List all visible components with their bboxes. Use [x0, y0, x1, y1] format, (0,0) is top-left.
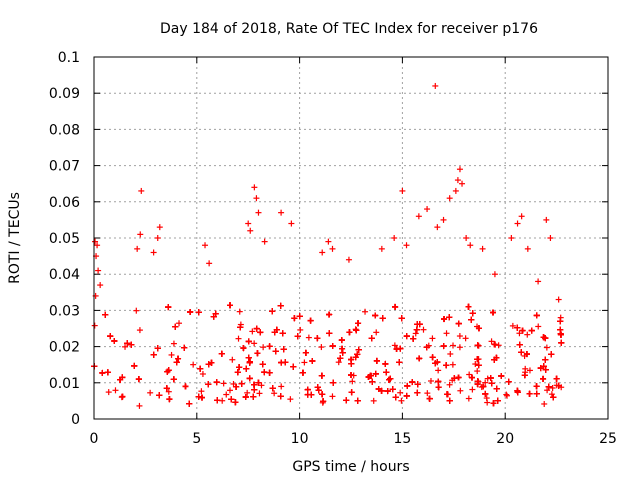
data-point	[509, 322, 516, 329]
data-point	[329, 393, 336, 400]
data-point	[543, 344, 550, 351]
data-point	[251, 340, 258, 347]
data-point	[526, 367, 533, 374]
data-point	[488, 338, 495, 345]
data-point	[260, 344, 267, 351]
data-point	[176, 320, 183, 327]
data-point	[91, 322, 98, 329]
data-series-roti	[91, 82, 565, 409]
data-point	[168, 351, 175, 358]
data-point	[136, 327, 143, 334]
data-point	[482, 379, 489, 386]
data-point	[420, 326, 427, 333]
data-point	[244, 389, 251, 396]
data-point	[136, 402, 143, 409]
data-point	[235, 335, 242, 342]
data-point	[472, 361, 479, 368]
data-point	[484, 375, 491, 382]
data-point	[362, 308, 369, 315]
data-point	[165, 388, 172, 395]
data-point	[190, 361, 197, 368]
data-point	[504, 392, 511, 399]
data-point	[466, 371, 473, 378]
data-point	[258, 382, 265, 389]
data-point	[469, 386, 476, 393]
data-point	[549, 384, 556, 391]
data-point	[456, 333, 463, 340]
data-point	[297, 326, 304, 333]
data-point	[305, 334, 312, 341]
data-point	[370, 397, 377, 404]
data-point	[522, 365, 529, 372]
data-point	[105, 389, 112, 396]
data-point	[391, 342, 398, 349]
data-point	[516, 330, 523, 337]
data-point	[301, 359, 308, 366]
data-point	[118, 394, 125, 401]
chart-title: Day 184 of 2018, Rate Of TEC Index for r…	[160, 21, 538, 37]
data-point	[450, 342, 457, 349]
data-point	[495, 342, 502, 349]
data-point	[397, 389, 404, 396]
data-point	[170, 340, 177, 347]
data-point	[456, 344, 463, 351]
data-point	[548, 391, 555, 398]
data-point	[223, 391, 230, 398]
data-point	[199, 370, 206, 377]
data-point	[133, 307, 140, 314]
data-point	[335, 359, 342, 366]
data-point	[535, 323, 542, 330]
data-point	[435, 367, 442, 374]
data-point	[318, 344, 325, 351]
data-point	[249, 328, 256, 335]
data-point	[271, 390, 278, 397]
data-point	[237, 321, 244, 328]
data-point	[503, 391, 510, 398]
data-point	[147, 389, 154, 396]
data-point	[524, 331, 531, 338]
data-point	[112, 387, 119, 394]
data-point	[474, 368, 481, 375]
data-point	[465, 395, 472, 402]
data-point	[449, 361, 456, 368]
data-point	[429, 335, 436, 342]
data-point	[373, 329, 380, 336]
data-point	[443, 330, 450, 337]
data-point	[412, 330, 419, 337]
data-point	[484, 399, 491, 406]
grid-lines	[94, 57, 608, 419]
data-point	[287, 396, 294, 403]
data-point	[462, 335, 469, 342]
data-point	[198, 388, 205, 395]
data-point	[122, 343, 129, 350]
data-point	[424, 390, 431, 397]
data-point	[427, 377, 434, 384]
data-point	[236, 308, 243, 315]
data-point	[229, 356, 236, 363]
data-point	[457, 387, 464, 394]
data-point	[256, 390, 263, 397]
data-point	[278, 383, 285, 390]
data-point	[446, 381, 453, 388]
data-point	[226, 387, 233, 394]
data-point	[544, 387, 551, 394]
data-point	[447, 350, 454, 357]
data-point	[541, 400, 548, 407]
data-point	[349, 378, 356, 385]
data-point	[220, 380, 227, 387]
data-point	[398, 397, 405, 404]
